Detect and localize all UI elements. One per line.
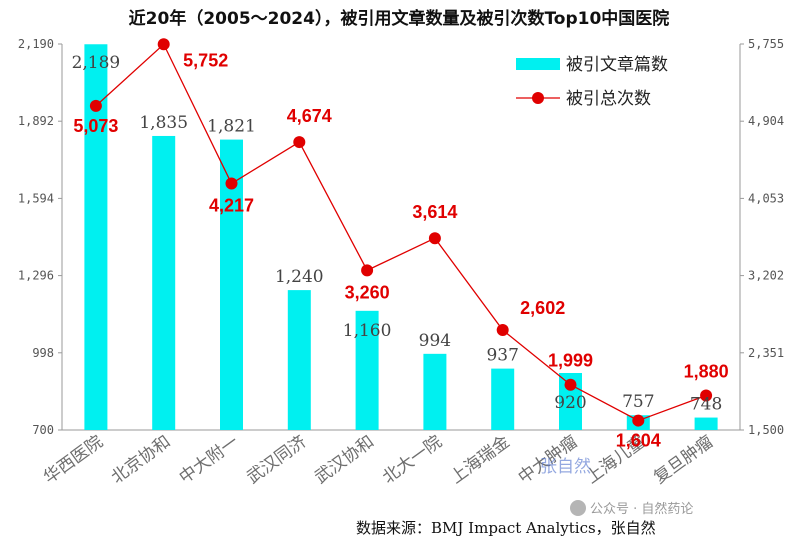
right-tick-label: 2,351 — [748, 346, 784, 360]
line-value-label: 5,073 — [73, 116, 118, 136]
bar-北京协和 — [152, 135, 176, 431]
line-point-上海瑞金 — [496, 324, 509, 337]
bar-value-label: 1,240 — [275, 267, 324, 287]
bar-value-label: 757 — [622, 392, 654, 412]
line-value-label: 4,217 — [209, 196, 254, 216]
line-value-label: 1,999 — [548, 351, 593, 371]
legend-bar-swatch — [516, 58, 560, 70]
source-note: 数据来源：BMJ Impact Analytics，张自然 — [356, 519, 656, 537]
bar-value-label: 994 — [419, 331, 451, 351]
line-point-北大一院 — [428, 232, 441, 245]
watermark: 公众号 · 自然药论 — [570, 498, 693, 517]
left-tick-label: 700 — [32, 423, 54, 437]
line-series-path — [95, 43, 707, 422]
line-point-中大附一 — [225, 177, 238, 190]
left-tick-label: 998 — [32, 346, 54, 360]
bar-武汉同济 — [287, 290, 311, 430]
right-tick-label: 5,755 — [748, 37, 784, 51]
wechat-icon — [570, 500, 586, 516]
left-tick-label: 1,892 — [18, 114, 54, 128]
line-value-label: 5,752 — [183, 50, 228, 70]
x-category-label: 武汉同济 — [243, 432, 310, 488]
left-tick-label: 2,190 — [18, 37, 54, 51]
right-tick-label: 4,053 — [748, 191, 784, 205]
right-tick-label: 4,904 — [748, 114, 784, 128]
line-value-label: 3,260 — [345, 282, 390, 302]
line-point-武汉同济 — [293, 136, 306, 149]
x-category-label: 华西医院 — [40, 432, 107, 488]
bar-复旦肿瘤 — [694, 417, 718, 430]
bar-北大一院 — [423, 353, 447, 430]
bar-上海瑞金 — [491, 368, 515, 430]
bar-武汉协和 — [355, 310, 379, 430]
line-value-label: 2,602 — [520, 298, 565, 318]
bars-layer — [84, 44, 718, 431]
legend-bar-label: 被引文章篇数 — [566, 55, 668, 75]
x-category-label: 武汉协和 — [311, 432, 378, 488]
bar-中大附一 — [220, 139, 243, 430]
x-category-label: 中大附一 — [176, 432, 243, 488]
right-tick-label: 1,500 — [748, 423, 784, 437]
labels-layer: 2,189 1,835 1,821 1,240 1,160 994 937 920 757 748… — [72, 50, 729, 450]
bar-value-label: 1,160 — [343, 321, 392, 341]
line-point-华西医院 — [89, 99, 102, 112]
line-layer — [89, 38, 713, 427]
left-tick-label: 1,296 — [18, 269, 54, 283]
line-point-中大肿瘤 — [564, 378, 577, 391]
bar-value-label: 1,835 — [139, 113, 188, 133]
legend-line-marker — [532, 92, 544, 104]
bar-华西医院 — [84, 44, 108, 430]
line-point-北京协和 — [157, 38, 170, 51]
x-category-label: 北大一院 — [379, 432, 446, 488]
line-value-label: 1,880 — [684, 362, 729, 382]
line-point-武汉协和 — [361, 264, 374, 277]
bar-value-label: 1,821 — [207, 117, 256, 137]
bar-value-label: 920 — [554, 393, 586, 413]
axes-layer: 700 998 1,296 1,594 1,892 2,190 1,500 2,351 3,20… — [18, 37, 784, 488]
bar-value-label: 937 — [486, 346, 518, 366]
watermark-text: 公众号 · 自然药论 — [590, 502, 694, 517]
bar-value-label: 748 — [690, 395, 722, 415]
legend-line-label: 被引总次数 — [566, 89, 651, 109]
right-tick-label: 3,202 — [748, 269, 784, 283]
chart-title: 近20年（2005～2024），被引用文章数量及被引次数Top10中国医院 — [128, 9, 670, 29]
left-tick-label: 1,594 — [18, 191, 54, 205]
bar-value-label: 2,189 — [72, 53, 121, 73]
line-value-label: 3,614 — [412, 202, 457, 222]
watermark-overlay: 张自然 — [540, 457, 591, 477]
line-value-label: 1,604 — [616, 431, 661, 451]
line-value-label: 4,674 — [287, 106, 332, 126]
x-category-label: 上海瑞金 — [447, 432, 514, 488]
line-point-复旦肿瘤 — [700, 389, 713, 402]
line-point-上海儿童 — [632, 414, 645, 427]
x-category-label: 北京协和 — [108, 432, 175, 488]
